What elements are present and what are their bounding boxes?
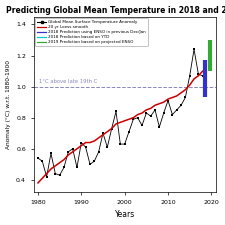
X-axis label: Years: Years xyxy=(115,210,135,219)
Title: Predicting Global Mean Temperature in 2018 and 2019: Predicting Global Mean Temperature in 20… xyxy=(7,6,225,15)
Text: 1°C above late 19th C: 1°C above late 19th C xyxy=(39,79,97,84)
Y-axis label: Anomaly (°C) w.r.t. 1880-1900: Anomaly (°C) w.r.t. 1880-1900 xyxy=(6,60,11,149)
Legend: Global Mean Surface Temperature Anomaly, 20 yr Loess smooth, 2018 Prediction usi: Global Mean Surface Temperature Anomaly,… xyxy=(35,18,148,46)
